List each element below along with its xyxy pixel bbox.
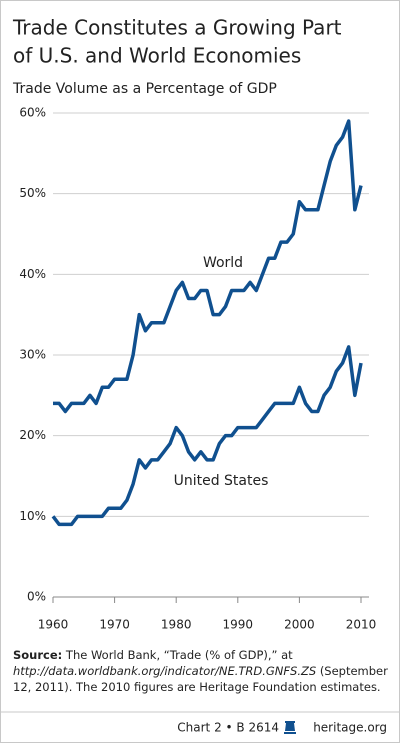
y-tick-label: 20% xyxy=(19,428,46,442)
x-tick-label: 2010 xyxy=(346,618,377,632)
chart-title: Trade Constitutes a Growing Part xyxy=(12,16,342,40)
series-line xyxy=(51,345,363,527)
series-line xyxy=(53,119,363,414)
source-url: http://data.worldbank.org/indicator/NE.T… xyxy=(13,664,317,678)
chart-subtitle: Trade Volume as a Percentage of GDP xyxy=(12,81,277,97)
y-tick-label: 40% xyxy=(19,267,46,281)
y-tick-label: 30% xyxy=(19,348,46,362)
y-tick-label: 0% xyxy=(27,590,46,604)
y-tick-label: 60% xyxy=(19,106,46,120)
x-tick-label: 1970 xyxy=(99,618,130,632)
source-text: (September 12, 2011). The 2010 figures a… xyxy=(13,664,388,694)
chart-title: of U.S. and World Economies xyxy=(13,44,301,68)
x-tick-label: 1960 xyxy=(38,618,69,632)
y-tick-label: 50% xyxy=(19,186,46,200)
source-note: Source: The World Bank, “Trade (% of GDP… xyxy=(13,647,389,695)
y-tick-label: 10% xyxy=(19,509,46,523)
series-label: United States xyxy=(174,473,269,489)
footer-chart-id: Chart 2 • B 2614 xyxy=(177,721,279,735)
footer-site: heritage.org xyxy=(313,721,387,735)
series-label: World xyxy=(203,255,243,271)
x-tick-label: 1990 xyxy=(223,618,254,632)
x-tick-label: 1980 xyxy=(161,618,192,632)
source-text: The World Bank, “Trade (% of GDP),” at xyxy=(65,648,293,662)
source-label: Source: xyxy=(13,648,63,662)
bell-icon xyxy=(284,721,296,734)
x-tick-label: 2000 xyxy=(284,618,315,632)
